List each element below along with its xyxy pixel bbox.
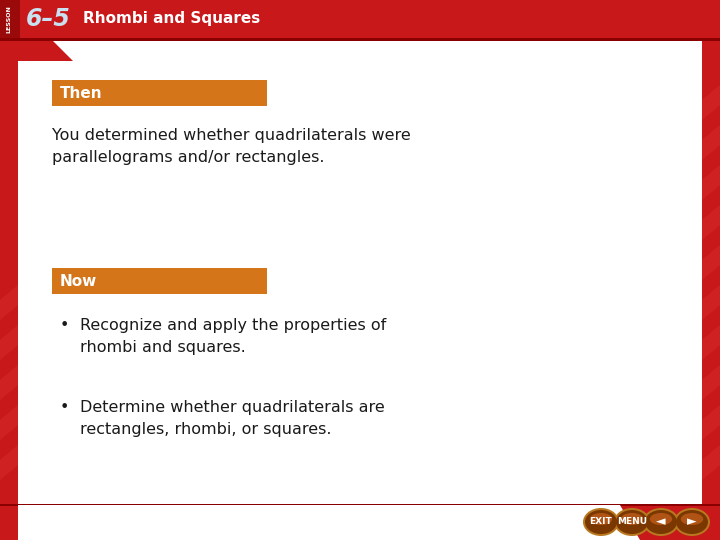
Ellipse shape: [681, 513, 703, 525]
Polygon shape: [702, 285, 720, 320]
Bar: [702, 0, 720, 540]
Ellipse shape: [614, 508, 650, 536]
Text: •: •: [60, 318, 69, 333]
Ellipse shape: [674, 508, 710, 536]
Bar: [0, 38, 720, 41]
Text: ►: ►: [687, 516, 697, 529]
Ellipse shape: [643, 508, 679, 536]
Text: ◄: ◄: [656, 516, 666, 529]
Text: Now: Now: [60, 273, 97, 288]
Ellipse shape: [616, 510, 648, 534]
Text: Then: Then: [60, 85, 103, 100]
Bar: [52, 80, 267, 106]
Polygon shape: [702, 125, 720, 160]
Text: Rhombi and Squares: Rhombi and Squares: [83, 11, 260, 26]
Text: LESSON: LESSON: [6, 5, 12, 33]
Polygon shape: [702, 405, 720, 440]
Polygon shape: [702, 245, 720, 280]
Ellipse shape: [649, 513, 672, 525]
Text: •: •: [60, 400, 69, 415]
Polygon shape: [0, 365, 18, 400]
Polygon shape: [0, 405, 18, 440]
Bar: [0, 0, 720, 38]
Polygon shape: [702, 445, 720, 480]
Text: rhombi and squares.: rhombi and squares.: [80, 340, 246, 355]
Ellipse shape: [583, 508, 619, 536]
Bar: [0, 0, 18, 540]
Polygon shape: [702, 205, 720, 240]
Polygon shape: [18, 41, 73, 61]
Ellipse shape: [590, 513, 612, 525]
Bar: [52, 268, 267, 294]
Polygon shape: [702, 365, 720, 400]
Ellipse shape: [676, 510, 708, 534]
Text: MENU: MENU: [617, 517, 647, 526]
Text: EXIT: EXIT: [590, 517, 613, 526]
Bar: [0, 504, 720, 506]
Polygon shape: [0, 285, 18, 320]
Polygon shape: [702, 165, 720, 200]
Text: 6–5: 6–5: [26, 7, 71, 31]
Bar: [0, 505, 720, 540]
Polygon shape: [702, 325, 720, 360]
Polygon shape: [0, 325, 18, 360]
Text: Recognize and apply the properties of: Recognize and apply the properties of: [80, 318, 386, 333]
Bar: [0, 0, 20, 38]
Polygon shape: [18, 505, 640, 540]
Text: rectangles, rhombi, or squares.: rectangles, rhombi, or squares.: [80, 422, 331, 437]
Polygon shape: [0, 445, 18, 480]
Polygon shape: [702, 85, 720, 120]
Text: Determine whether quadrilaterals are: Determine whether quadrilaterals are: [80, 400, 384, 415]
Text: parallelograms and/or rectangles.: parallelograms and/or rectangles.: [52, 150, 325, 165]
Ellipse shape: [585, 510, 617, 534]
Bar: [18, 41, 702, 505]
Text: You determined whether quadrilaterals were: You determined whether quadrilaterals we…: [52, 128, 410, 143]
Ellipse shape: [621, 513, 643, 525]
Ellipse shape: [645, 510, 677, 534]
